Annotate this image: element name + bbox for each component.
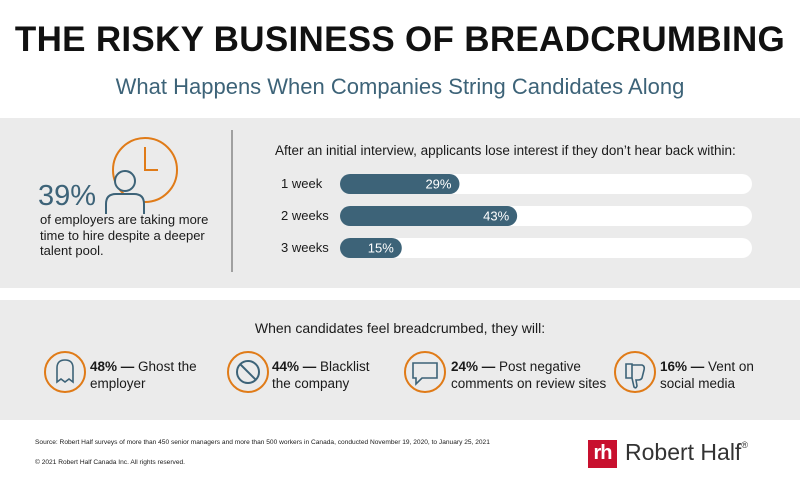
reaction: 48% — Ghost the employer [90,358,215,392]
bar-label: 29% [425,177,451,192]
reaction-lead: 48% — [90,359,135,374]
reaction-lead: 16% — [660,359,705,374]
reaction: 24% — Post negative comments on review s… [451,358,611,392]
category-label: 2 weeks [281,208,329,223]
logo: Robert Half® [625,439,748,466]
source: Source: Robert Half surveys of more than… [35,439,490,446]
category-label: 1 week [281,176,323,191]
bar [340,206,518,226]
reactions-heading: When candidates feel breadcrumbed, they … [254,320,546,336]
category-label: 3 weeks [281,240,329,255]
reaction-lead: 44% — [272,359,317,374]
reaction: 16% — Vent on social media [660,358,770,392]
stat-value: 39% [38,180,97,212]
bar [340,238,402,258]
reaction-text: Ghost the employer [90,359,197,391]
bar-label: 15% [368,241,394,256]
title: THE RISKY BUSINESS OF BREADCRUMBING [14,20,786,59]
band-bottom [0,300,800,420]
reaction-text: Blacklist the company [272,359,370,391]
subtitle: What Happens When Companies String Candi… [115,74,685,99]
copyright: © 2021 Robert Half Canada Inc. All right… [35,459,185,466]
bar [340,174,460,194]
clock-icon [105,137,178,214]
logo-name: Robert Half [625,439,742,465]
reaction-text: Post negative comments on review sites [451,359,607,391]
chart-title: After an initial interview, applicants l… [275,143,736,158]
logo-mark: rh [588,440,617,468]
logo-reg: ® [741,440,748,450]
reaction-icons [44,351,656,393]
reaction: 44% — Blacklist the company [272,358,387,392]
bar-track [340,238,752,258]
bar-label: 43% [483,209,509,224]
stat-text: of employers are taking more time to hir… [40,212,209,258]
reaction-lead: 24% — [451,359,496,374]
reaction-text: Vent on social media [660,359,754,391]
